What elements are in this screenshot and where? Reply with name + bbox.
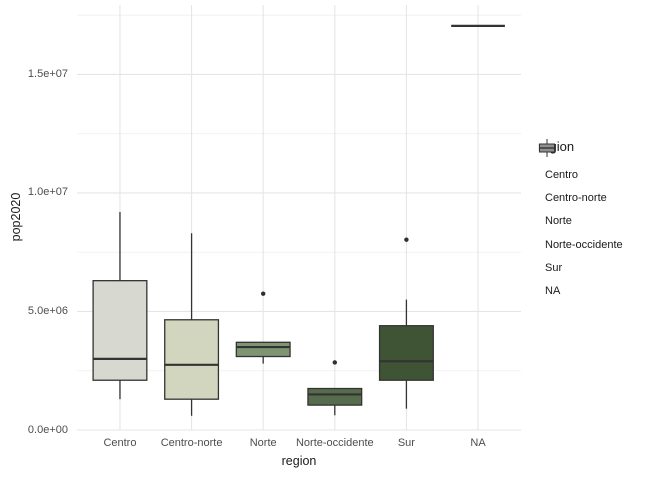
- boxplot-norte: [235, 291, 291, 364]
- x-tick-label: Norte: [249, 437, 277, 449]
- outlier-point: [332, 360, 338, 365]
- legend-label: Norte-occidente: [545, 238, 623, 251]
- box: [378, 325, 434, 381]
- x-tick-label: Centro-norte: [160, 437, 223, 449]
- legend-item: Norte: [538, 139, 668, 233]
- boxplot-norte-occidente: [307, 360, 363, 416]
- legend-item: Sur: [538, 139, 668, 279]
- boxplot-centro: [92, 211, 148, 400]
- legend-label: Centro-norte: [545, 191, 607, 204]
- box: [235, 341, 291, 358]
- outlier-point: [260, 291, 266, 296]
- legend-title: region: [538, 139, 575, 154]
- y-tick-label: 0.0e+00: [27, 423, 68, 436]
- y-tick-label: 1.0e+07: [27, 186, 68, 199]
- x-tick-label: NA: [470, 437, 486, 449]
- legend: region Centro Centro-norte Norte Norte-occi…: [538, 139, 668, 303]
- legend-item: Centro: [538, 139, 668, 186]
- x-tick-label: Norte-occidente: [295, 437, 374, 449]
- legend-item: Centro-norte: [538, 139, 668, 209]
- boxplot-sur: [378, 237, 434, 409]
- legend-label: Norte: [545, 215, 572, 228]
- legend-label: Sur: [545, 261, 563, 274]
- legend-items: Centro Centro-norte Norte Norte-occidente Su…: [538, 139, 668, 303]
- legend-item: Norte-occidente: [538, 139, 668, 256]
- y-tick-label: 1.5e+07: [27, 67, 68, 80]
- x-tick-label: Sur: [397, 437, 415, 449]
- outlier-point: [404, 237, 409, 242]
- legend-label: Centro: [545, 168, 579, 181]
- legend-item: NA: [538, 139, 668, 302]
- box: [307, 387, 363, 406]
- box: [164, 319, 220, 400]
- legend-key-boxplot-icon: [539, 139, 555, 157]
- x-tick-label: Centro: [103, 437, 137, 449]
- boxplot-centro-norte: [164, 233, 220, 416]
- legend-label: NA: [545, 285, 561, 298]
- box: [92, 280, 148, 381]
- y-tick-label: 5.0e+06: [27, 304, 68, 317]
- y-axis-title: pop2020: [9, 192, 23, 241]
- x-axis-title: region: [281, 454, 317, 468]
